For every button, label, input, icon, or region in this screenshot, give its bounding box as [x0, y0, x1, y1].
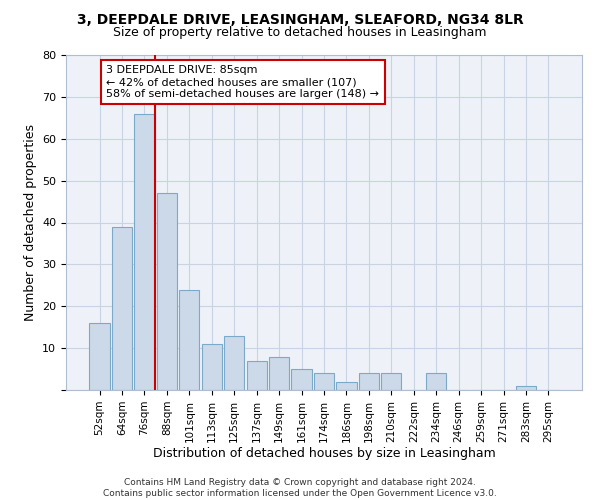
Bar: [314, 373, 334, 390]
Bar: [89, 323, 110, 390]
Bar: [269, 356, 289, 390]
Bar: [179, 290, 199, 390]
Text: 3 DEEPDALE DRIVE: 85sqm
← 42% of detached houses are smaller (107)
58% of semi-d: 3 DEEPDALE DRIVE: 85sqm ← 42% of detache…: [106, 66, 379, 98]
Bar: [516, 386, 536, 390]
Bar: [247, 360, 267, 390]
Text: Size of property relative to detached houses in Leasingham: Size of property relative to detached ho…: [113, 26, 487, 39]
Text: 3, DEEPDALE DRIVE, LEASINGHAM, SLEAFORD, NG34 8LR: 3, DEEPDALE DRIVE, LEASINGHAM, SLEAFORD,…: [77, 12, 523, 26]
X-axis label: Distribution of detached houses by size in Leasingham: Distribution of detached houses by size …: [152, 448, 496, 460]
Bar: [381, 373, 401, 390]
Bar: [134, 114, 155, 390]
Bar: [224, 336, 244, 390]
Y-axis label: Number of detached properties: Number of detached properties: [23, 124, 37, 321]
Bar: [426, 373, 446, 390]
Bar: [202, 344, 222, 390]
Bar: [359, 373, 379, 390]
Bar: [292, 369, 311, 390]
Bar: [157, 193, 177, 390]
Bar: [337, 382, 356, 390]
Text: Contains HM Land Registry data © Crown copyright and database right 2024.
Contai: Contains HM Land Registry data © Crown c…: [103, 478, 497, 498]
Bar: [112, 226, 132, 390]
